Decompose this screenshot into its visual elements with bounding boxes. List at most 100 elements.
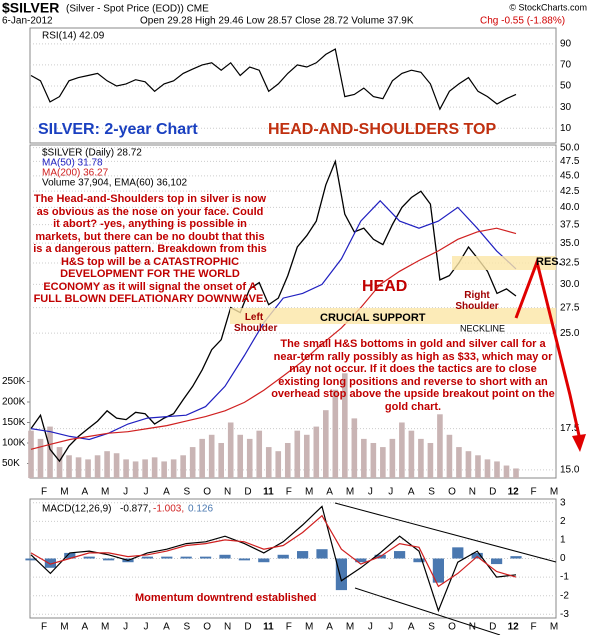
- bar: [399, 422, 405, 478]
- x-tick-label: F: [41, 622, 47, 633]
- bar: [394, 551, 406, 559]
- bar: [189, 447, 196, 478]
- y-tick-label: 47.5: [560, 156, 580, 167]
- annotation: CRUCIAL SUPPORT: [320, 312, 426, 324]
- x-tick-label: J: [144, 622, 149, 633]
- x-tick-label: S: [183, 487, 190, 498]
- y-tick-label: 3: [560, 497, 566, 508]
- y-tick-label: 45.0: [560, 170, 580, 181]
- panel-title: RSI(14) 42.09: [42, 31, 105, 42]
- y-tick-label: 25.0: [560, 328, 580, 339]
- y2-tick-label: 100K: [2, 438, 26, 449]
- bar: [452, 547, 464, 559]
- y-tick-label: 15.0: [560, 464, 580, 475]
- bar: [258, 558, 270, 563]
- legend-entry: -1.003,: [153, 504, 184, 515]
- bar: [256, 430, 263, 478]
- bar: [141, 556, 153, 559]
- annotation: SILVER: 2-year Chart: [38, 121, 198, 138]
- x-tick-label: O: [203, 487, 211, 498]
- y2-tick-label: 250K: [2, 376, 26, 387]
- y-tick-label: 35.0: [560, 238, 580, 249]
- bar: [297, 551, 309, 559]
- legend-entry: $SILVER (Daily) 28.72: [42, 148, 142, 159]
- annotation: Right Shoulder: [455, 290, 499, 312]
- x-tick-label: 12: [508, 622, 520, 633]
- x-tick-label: J: [368, 487, 373, 498]
- y2-tick-label: 200K: [2, 397, 26, 408]
- bar: [85, 459, 91, 478]
- x-tick-label: A: [163, 487, 170, 498]
- bar: [56, 447, 63, 478]
- x-tick-label: N: [224, 622, 231, 633]
- bar: [427, 442, 434, 478]
- y-tick-label: 42.5: [560, 186, 580, 197]
- bar: [64, 552, 76, 559]
- x-tick-label: J: [368, 622, 373, 633]
- x-tick-label: M: [101, 487, 109, 498]
- x-tick-label: A: [408, 487, 415, 498]
- bar: [28, 430, 34, 478]
- bar: [475, 455, 481, 478]
- x-tick-label: 12: [508, 487, 520, 498]
- bar: [200, 556, 212, 559]
- bar: [83, 556, 95, 559]
- bar: [227, 422, 234, 478]
- y-tick-label: 90: [560, 38, 572, 49]
- y-tick-label: 37.5: [560, 219, 580, 230]
- legend-entry: 0.126: [188, 504, 213, 515]
- y2-tick-label: 150K: [2, 417, 26, 428]
- bar: [103, 558, 115, 561]
- x-tick-label: D: [489, 487, 496, 498]
- resistance-band: [452, 256, 556, 270]
- bar: [218, 442, 224, 478]
- x-tick-label: S: [183, 622, 190, 633]
- bar: [25, 558, 37, 561]
- change: Chg -0.55 (-1.88%): [480, 16, 565, 27]
- bar: [323, 410, 329, 478]
- y-tick-label: 1: [560, 535, 566, 546]
- trendline: [334, 502, 557, 563]
- bar: [437, 414, 443, 478]
- bar: [151, 457, 158, 478]
- x-tick-label: M: [305, 622, 313, 633]
- bar: [180, 455, 186, 478]
- bar: [123, 459, 129, 478]
- paragraph: The small H&S bottoms in gold and silver…: [271, 338, 555, 413]
- panel-title: MACD(12,26,9): [42, 504, 111, 515]
- x-tick-label: 11: [263, 622, 274, 633]
- bar: [418, 438, 424, 478]
- bar: [246, 438, 253, 478]
- bar: [342, 373, 348, 478]
- bar: [238, 558, 250, 561]
- x-tick-label: O: [448, 622, 456, 633]
- bar: [132, 461, 139, 478]
- x-tick-label: J: [388, 487, 393, 498]
- bar: [389, 438, 396, 478]
- bar: [471, 552, 483, 559]
- y-tick-label: 27.5: [560, 302, 580, 313]
- annotation: Left Shoulder: [234, 312, 278, 334]
- bar: [265, 447, 272, 478]
- x-tick-label: M: [550, 622, 558, 633]
- x-tick-label: N: [224, 487, 231, 498]
- x-tick-label: A: [163, 622, 170, 633]
- x-tick-label: O: [448, 487, 456, 498]
- bar: [355, 558, 367, 563]
- bar: [432, 558, 444, 583]
- bar: [316, 549, 328, 559]
- bar: [303, 434, 310, 478]
- date: 6-Jan-2012: [2, 16, 53, 27]
- bar: [335, 558, 347, 591]
- line: [30, 48, 517, 111]
- y-tick-label: 50: [560, 81, 572, 92]
- y-tick-label: 32.5: [560, 258, 580, 269]
- legend-entry: Volume 37,904, EMA(60) 36,102: [42, 178, 188, 189]
- x-tick-label: A: [81, 487, 88, 498]
- bar: [170, 459, 177, 478]
- x-tick-label: N: [469, 487, 476, 498]
- description: (Silver - Spot Price (EOD)) CME: [66, 4, 209, 15]
- annotation: NECKLINE: [460, 323, 505, 333]
- x-tick-label: J: [123, 622, 128, 633]
